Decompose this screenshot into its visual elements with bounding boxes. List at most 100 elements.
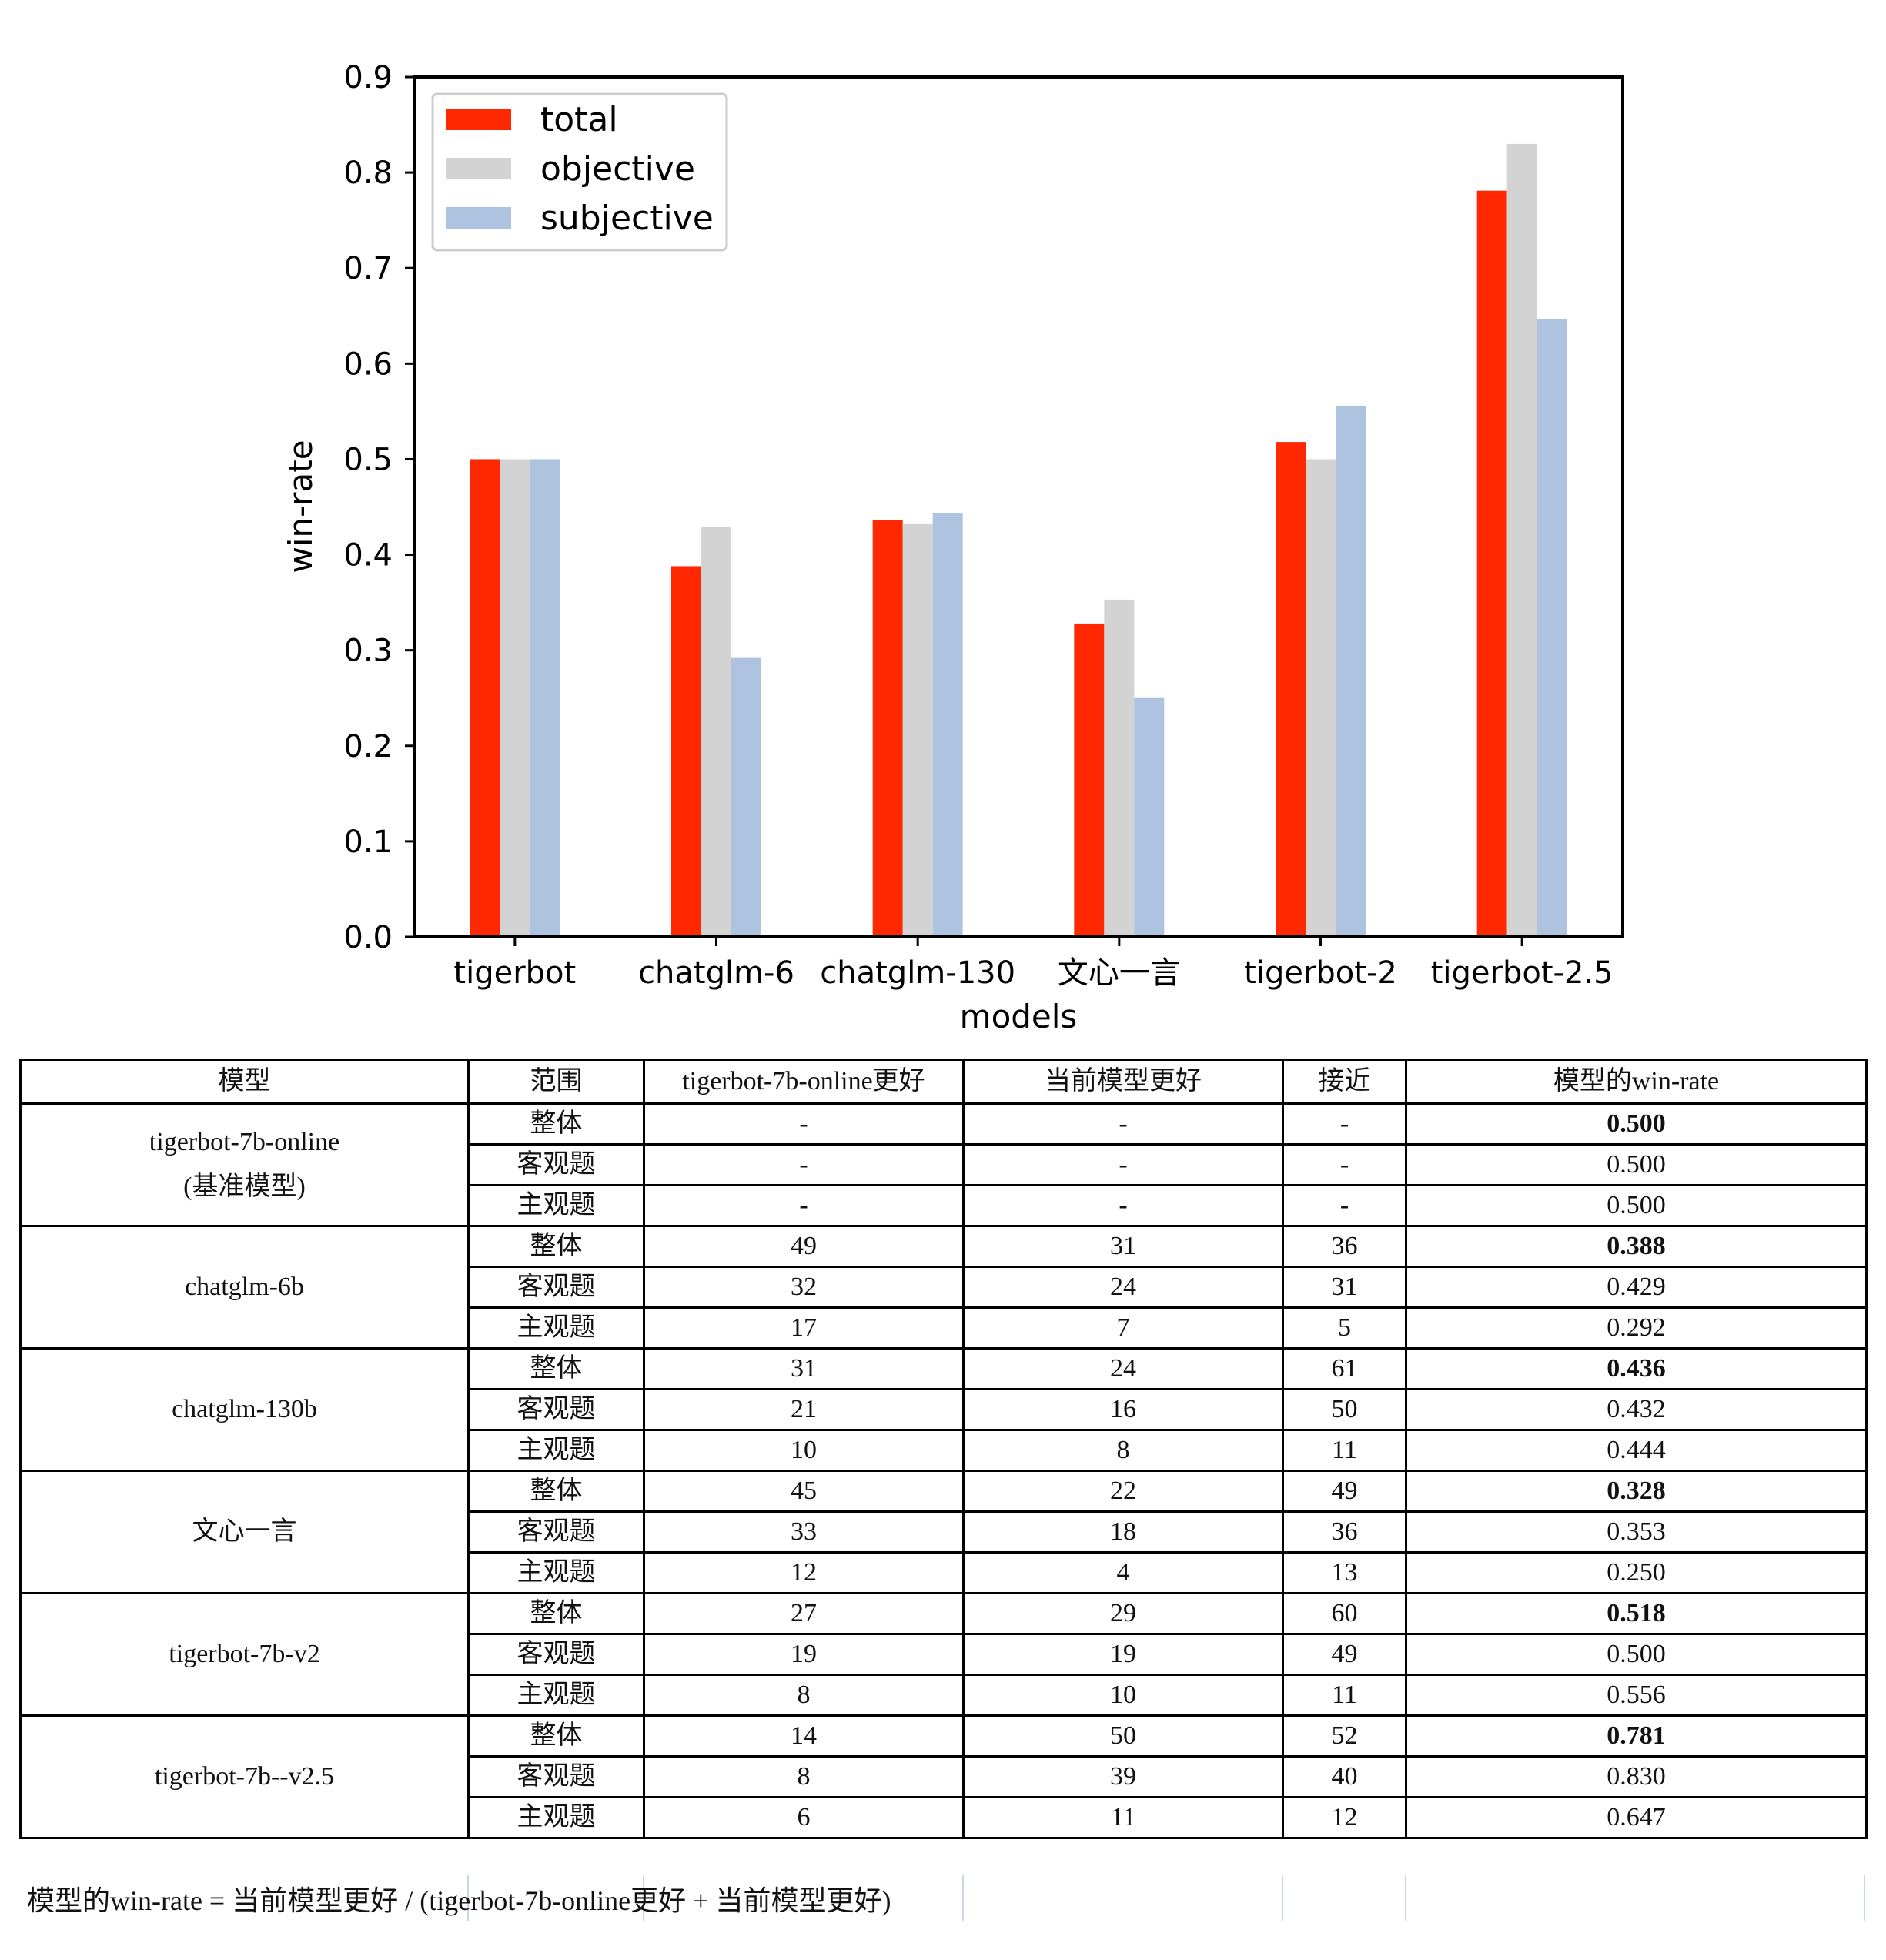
model-note: (基准模型)	[183, 1172, 306, 1201]
win-rate-cell: 0.353	[1405, 1510, 1868, 1554]
baseline-better-cell: 45	[643, 1470, 965, 1513]
table-row: 主观题 10 8 11 0.444	[21, 1429, 1868, 1472]
table-header-row: 模型 范围 tigerbot-7b-online更好 当前模型更好 接近 模型的…	[19, 1059, 1868, 1105]
scope-cell: 主观题	[467, 1551, 645, 1594]
win-rate-cell: 0.781	[1405, 1714, 1868, 1758]
close-cell: -	[1282, 1184, 1407, 1227]
baseline-better-cell: -	[643, 1102, 965, 1146]
current-better-cell: 19	[962, 1633, 1284, 1676]
scope-cell: 客观题	[467, 1266, 645, 1309]
table-row: chatglm-130b 整体 31 24 61 0.436	[19, 1347, 1868, 1472]
close-cell: 11	[1282, 1674, 1407, 1717]
scope-cell: 整体	[467, 1592, 645, 1635]
y-tick-label: 0.1	[343, 824, 393, 860]
win-rate-cell: 0.328	[1405, 1470, 1868, 1513]
table-row: 主观题 12 4 13 0.250	[21, 1551, 1868, 1594]
baseline-better-cell: 27	[643, 1592, 965, 1635]
legend-label-objective: objective	[540, 149, 695, 189]
table-row: 主观题 8 10 11 0.556	[21, 1674, 1868, 1717]
scope-cell: 客观题	[467, 1143, 645, 1186]
current-better-cell: 7	[962, 1306, 1284, 1350]
scope-cell: 整体	[467, 1225, 645, 1268]
legend-label-total: total	[540, 100, 618, 139]
legend: total objective subjective	[431, 92, 728, 252]
table-row: tigerbot-7b--v2.5 整体 14 50 52 0.781	[19, 1714, 1868, 1839]
legend-swatch-subjective	[446, 207, 511, 229]
x-tick-label: chatglm-6	[638, 955, 794, 991]
bar-total	[470, 459, 500, 937]
scope-cell: 主观题	[467, 1184, 645, 1227]
scope-cell: 主观题	[467, 1674, 645, 1717]
scope-cell: 客观题	[467, 1755, 645, 1798]
model-name-cell: tigerbot-7b-online (基准模型)	[19, 1102, 470, 1227]
close-cell: 31	[1282, 1266, 1407, 1309]
win-rate-cell: 0.500	[1405, 1102, 1868, 1146]
model-name-cell: tigerbot-7b--v2.5	[19, 1714, 470, 1839]
current-better-cell: 50	[962, 1714, 1284, 1758]
current-better-cell: -	[962, 1143, 1284, 1186]
scope-cell: 客观题	[467, 1633, 645, 1676]
current-better-cell: 29	[962, 1592, 1284, 1635]
close-cell: -	[1282, 1143, 1407, 1186]
baseline-better-cell: -	[643, 1184, 965, 1227]
close-cell: 13	[1282, 1551, 1407, 1594]
win-rate-cell: 0.500	[1405, 1143, 1868, 1186]
legend-items: total objective subjective	[446, 100, 714, 238]
win-rate-cell: 0.830	[1405, 1755, 1868, 1798]
table-row: 主观题 6 11 12 0.647	[21, 1796, 1868, 1839]
bar-objective	[1104, 599, 1135, 937]
bar-subjective	[1537, 319, 1567, 937]
bar-objective	[902, 523, 933, 937]
current-better-cell: 16	[962, 1388, 1284, 1431]
faint-gridline	[467, 1875, 469, 1921]
current-better-cell: 22	[962, 1470, 1284, 1513]
table-row: 主观题 - - -0.500	[21, 1184, 1868, 1227]
bar-total	[872, 520, 903, 937]
current-better-cell: 11	[962, 1796, 1284, 1839]
current-better-cell: -	[962, 1102, 1284, 1146]
current-better-cell: 18	[962, 1510, 1284, 1554]
header-win-rate: 模型的win-rate	[1405, 1059, 1868, 1105]
win-rate-cell: 0.556	[1405, 1674, 1868, 1717]
close-cell: 60	[1282, 1592, 1407, 1635]
y-tick-label: 0.9	[343, 60, 393, 95]
model-name: chatglm-6b	[185, 1273, 304, 1301]
header-current-better: 当前模型更好	[962, 1059, 1284, 1105]
bar-subjective	[1134, 697, 1165, 937]
model-name-cell: 文心一言	[19, 1470, 470, 1594]
y-axis-label: win-rate	[282, 440, 319, 573]
close-cell: 40	[1282, 1755, 1407, 1798]
x-axis-label: models	[960, 998, 1078, 1035]
model-name-cell: chatglm-6b	[19, 1225, 470, 1350]
bar-objective	[701, 527, 731, 937]
table-row: 客观题 33 18 36 0.353	[21, 1510, 1868, 1554]
bar-chart: 0.0 0.1 0.2 0.3 0.4 0.5 0.6 0.7 0.8 0.9 tigerbot c…	[282, 60, 1624, 1035]
faint-gridline	[643, 1875, 644, 1921]
close-cell: 52	[1282, 1714, 1407, 1758]
win-rate-cell: 0.388	[1405, 1225, 1868, 1268]
bar-total	[1276, 442, 1306, 937]
close-cell: 36	[1282, 1510, 1407, 1554]
y-tick-label: 0.0	[343, 920, 393, 955]
x-axis: tigerbot chatglm-6 chatglm-130 文心一言 tigerbot…	[453, 937, 1613, 991]
y-tick-label: 0.8	[343, 156, 393, 191]
baseline-better-cell: -	[643, 1143, 965, 1186]
scope-cell: 整体	[467, 1347, 645, 1390]
table-row: 客观题 32 24 31 0.429	[21, 1266, 1868, 1309]
faint-gridline	[1282, 1875, 1283, 1921]
close-cell: 50	[1282, 1388, 1407, 1431]
close-cell: 12	[1282, 1796, 1407, 1839]
close-cell: 36	[1282, 1225, 1407, 1268]
win-rate-table: 模型 范围 tigerbot-7b-online更好 当前模型更好 接近 模型的…	[19, 1059, 1868, 1839]
y-tick-label: 0.3	[343, 634, 393, 669]
current-better-cell: 24	[962, 1266, 1284, 1309]
y-tick-label: 0.5	[343, 442, 393, 477]
table-row: tigerbot-7b-v2 整体 27 29 60 0.518	[19, 1592, 1868, 1717]
baseline-better-cell: 14	[643, 1714, 965, 1758]
baseline-better-cell: 21	[643, 1388, 965, 1431]
bar-subjective	[731, 657, 761, 937]
baseline-better-cell: 17	[643, 1306, 965, 1350]
bar-subjective	[932, 512, 963, 937]
table-row: tigerbot-7b-online (基准模型) 整体 - - -0.500	[19, 1102, 1868, 1227]
x-tick-label: tigerbot	[453, 955, 576, 991]
